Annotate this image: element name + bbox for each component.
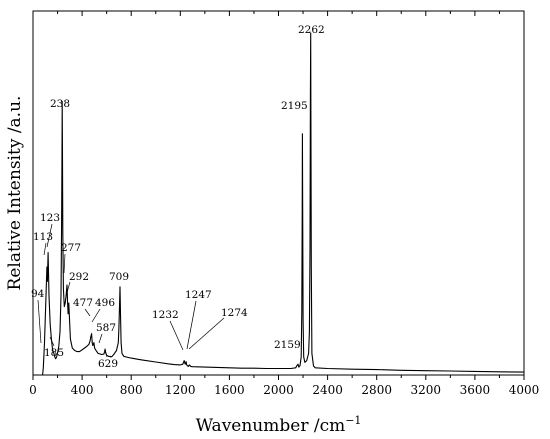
x-tick-label: 3600 bbox=[460, 383, 491, 397]
peak-label: 292 bbox=[69, 271, 89, 283]
peak-leader-line bbox=[188, 317, 225, 350]
peak-label: 185 bbox=[44, 347, 64, 359]
x-tick-label: 1200 bbox=[165, 383, 196, 397]
spectrum-line bbox=[42, 32, 525, 376]
peak-leader-line bbox=[84, 308, 91, 317]
x-axis-title: Wavenumber /cm−1 bbox=[196, 414, 362, 436]
x-tick-label: 1600 bbox=[214, 383, 245, 397]
peak-label: 709 bbox=[109, 271, 129, 283]
peak-annotations: 94 113 123 185 238 277 292 477 496 587 629 709 1232 1… bbox=[31, 24, 325, 370]
x-tick-label: 2000 bbox=[263, 383, 294, 397]
peak-leader-line bbox=[169, 320, 184, 351]
peak-label: 496 bbox=[95, 297, 115, 309]
x-tick-label: 2400 bbox=[312, 383, 343, 397]
peak-label: 1232 bbox=[152, 309, 179, 321]
peak-leader-line bbox=[186, 300, 197, 350]
peak-label: 113 bbox=[33, 231, 53, 243]
peak-label: 2262 bbox=[298, 24, 325, 36]
peak-leader-line bbox=[98, 333, 103, 344]
x-tick-label: 0 bbox=[29, 383, 37, 397]
x-tick-label: 800 bbox=[120, 383, 143, 397]
x-tick-label: 2800 bbox=[361, 383, 392, 397]
peak-label: 277 bbox=[61, 242, 81, 254]
peak-label: 2159 bbox=[274, 339, 301, 351]
peak-leader-line bbox=[49, 336, 55, 347]
peak-leader-line bbox=[37, 299, 42, 344]
peak-label: 1247 bbox=[185, 289, 212, 301]
peak-leader-line bbox=[65, 281, 71, 297]
peak-leader-line bbox=[104, 348, 108, 358]
x-axis: 0 400 800 1200 1600 2000 2400 2800 3200 3600 4000 bbox=[29, 11, 539, 397]
peak-leader-line bbox=[43, 242, 47, 256]
plot-frame bbox=[32, 10, 525, 376]
peak-label: 629 bbox=[98, 358, 118, 370]
x-tick-label: 4000 bbox=[509, 383, 540, 397]
peak-label: 1274 bbox=[221, 307, 248, 319]
spectrum-series bbox=[42, 32, 525, 376]
peak-label: 587 bbox=[96, 322, 116, 334]
peak-leader-line bbox=[91, 308, 101, 323]
peak-label: 123 bbox=[40, 212, 60, 224]
peak-label: 2195 bbox=[281, 100, 308, 112]
x-tick-label: 3200 bbox=[411, 383, 442, 397]
peak-label: 477 bbox=[73, 297, 93, 309]
x-tick-label: 400 bbox=[71, 383, 94, 397]
peak-leader-line bbox=[46, 223, 53, 248]
peak-leader-line bbox=[63, 253, 66, 274]
plot-border bbox=[32, 10, 525, 376]
peak-label: 238 bbox=[50, 98, 70, 110]
y-axis-title: Relative Intensity /a.u. bbox=[5, 96, 25, 291]
peak-label: 94 bbox=[31, 288, 45, 300]
x-axis-unit-superscript: −1 bbox=[345, 414, 361, 427]
